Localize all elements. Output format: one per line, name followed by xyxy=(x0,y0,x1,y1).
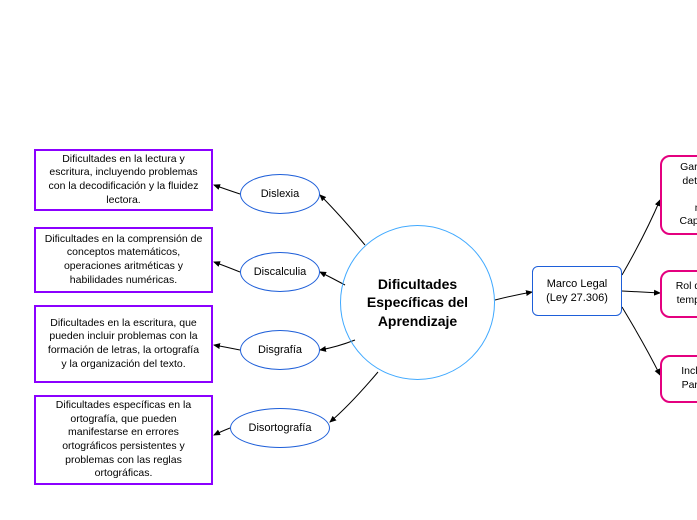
ellipse-disortografia: Disortografía xyxy=(230,408,330,448)
ellipse-disgrafia: Disgrafía xyxy=(240,330,320,370)
pink-garantias: Garantías de acceso, detección temprana,… xyxy=(660,155,697,235)
pink-rol: Rol docente: Detección temprana y adapta… xyxy=(660,270,697,318)
pink-text: Inclusión educativa y Participación fami… xyxy=(670,365,697,392)
desc-text: Dificultades en la escritura, que pueden… xyxy=(44,317,203,372)
pink-text: Rol docente: Detección temprana y adapta… xyxy=(670,280,697,307)
desc-discalculia: Dificultades en la comprensión de concep… xyxy=(34,227,213,293)
desc-disortografia: Dificultades específicas en la ortografí… xyxy=(34,395,213,485)
mindmap-canvas: Dificultades Específicas del Aprendizaje… xyxy=(0,0,697,520)
desc-dislexia: Dificultades en la lectura y escritura, … xyxy=(34,149,213,211)
ellipse-dislexia: Dislexia xyxy=(240,174,320,214)
center-text: Dificultades Específicas del Aprendizaje xyxy=(349,275,486,330)
pink-inclusion: Inclusión educativa y Participación fami… xyxy=(660,355,697,403)
blue-box-text: Marco Legal (Ley 27.306) xyxy=(541,277,613,306)
pink-text: Garantías de acceso, detección temprana,… xyxy=(670,161,697,229)
marco-legal-node: Marco Legal (Ley 27.306) xyxy=(532,266,622,316)
ellipse-label: Dislexia xyxy=(261,187,300,201)
ellipse-discalculia: Discalculia xyxy=(240,252,320,292)
desc-text: Dificultades en la lectura y escritura, … xyxy=(44,153,203,208)
ellipse-label: Disgrafía xyxy=(258,343,302,357)
ellipse-label: Discalculia xyxy=(254,265,307,279)
desc-disgrafia: Dificultades en la escritura, que pueden… xyxy=(34,305,213,383)
ellipse-label: Disortografía xyxy=(249,421,312,435)
desc-text: Dificultades en la comprensión de concep… xyxy=(44,233,203,288)
desc-text: Dificultades específicas en la ortografí… xyxy=(44,399,203,481)
center-node: Dificultades Específicas del Aprendizaje xyxy=(340,225,495,380)
